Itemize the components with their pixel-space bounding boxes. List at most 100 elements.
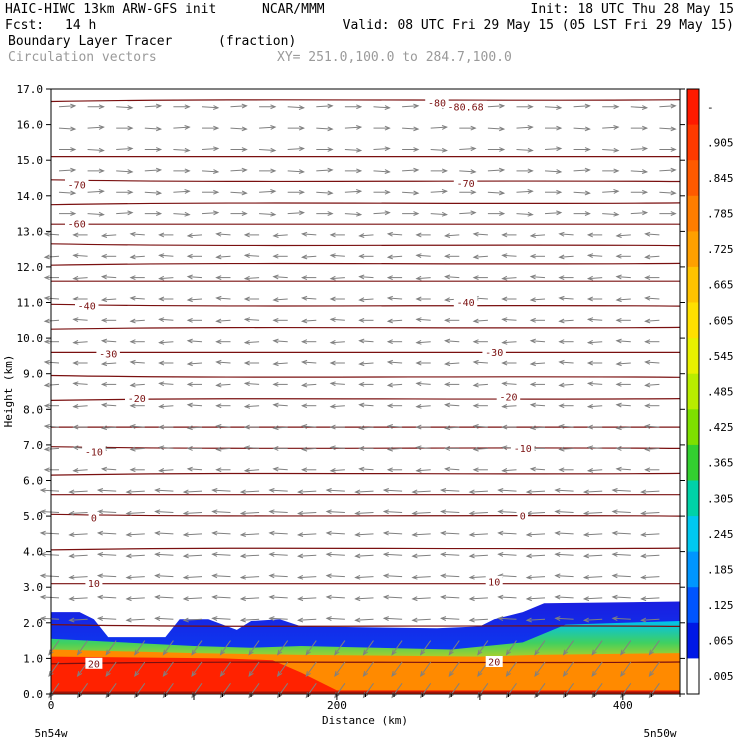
- vector-arrow: [239, 510, 260, 516]
- vector-shaft: [116, 106, 133, 109]
- vector-head: [184, 168, 191, 174]
- colorbar-swatch: [687, 551, 699, 588]
- colorbar-label: .605: [707, 314, 734, 327]
- vector-arrow: [134, 640, 146, 656]
- vector-arrow: [186, 274, 203, 280]
- vector-shaft: [641, 576, 660, 579]
- vector-head: [96, 530, 104, 536]
- vector-shaft: [612, 553, 631, 556]
- colorbar-swatch: [687, 480, 699, 517]
- vector-arrow: [100, 338, 117, 344]
- vector-shaft: [305, 661, 317, 677]
- y-tick-label: 1.0: [23, 652, 43, 665]
- vector-arrow: [144, 211, 163, 216]
- vector-shaft: [58, 169, 76, 172]
- vector-arrow: [497, 616, 517, 621]
- vector-arrow: [182, 532, 203, 537]
- vector-arrow: [96, 509, 117, 515]
- vector-shaft: [445, 276, 460, 279]
- vector-head: [497, 616, 504, 621]
- colorbar: -.905.845.785.725.665.605.545.485.425.36…: [686, 88, 734, 695]
- vector-arrow: [644, 424, 660, 429]
- vector-arrow: [268, 616, 288, 621]
- vector-arrow: [586, 317, 603, 323]
- vector-arrow: [440, 594, 460, 600]
- vector-shaft: [645, 447, 660, 450]
- vector-head: [213, 189, 220, 195]
- vector-head: [239, 553, 246, 559]
- vector-head: [501, 360, 508, 366]
- vector-arrow: [640, 553, 660, 559]
- vector-head: [300, 295, 308, 301]
- vector-head: [556, 189, 563, 195]
- vector-arrow: [116, 169, 134, 174]
- vector-shaft: [645, 425, 660, 428]
- vector-shaft: [384, 489, 403, 492]
- vector-head: [501, 404, 508, 409]
- vector-head: [243, 468, 251, 473]
- vector-arrow: [287, 105, 305, 110]
- vector-shaft: [248, 661, 260, 677]
- vector-shaft: [98, 532, 117, 535]
- vector-shaft: [469, 533, 488, 536]
- vector-shaft: [530, 234, 546, 237]
- vector-shaft: [373, 170, 390, 173]
- vector-head: [98, 147, 105, 153]
- vector-arrow: [573, 147, 591, 152]
- vector-arrow: [329, 275, 345, 281]
- vector-arrow: [411, 574, 431, 580]
- vector-head: [358, 425, 365, 431]
- vector-arrow: [611, 488, 631, 493]
- vector-arrow: [630, 210, 649, 216]
- vector-arrow: [272, 297, 288, 303]
- vector-shaft: [573, 191, 590, 194]
- vector-arrow: [586, 296, 603, 302]
- vector-head: [129, 467, 136, 473]
- vector-arrow: [87, 168, 105, 174]
- vector-shaft: [441, 511, 460, 513]
- fcst-label: Fcst:: [5, 18, 44, 33]
- vector-arrow: [186, 425, 203, 431]
- vector-arrow: [68, 574, 88, 580]
- vector-head: [556, 169, 563, 174]
- vector-shaft: [363, 661, 374, 677]
- vector-shaft: [412, 576, 431, 579]
- vector-shaft: [555, 511, 574, 513]
- vector-shaft: [412, 512, 431, 514]
- vector-shaft: [584, 490, 603, 493]
- vector-head: [444, 253, 451, 259]
- vector-arrow: [440, 530, 460, 536]
- colorbar-label: .545: [707, 350, 734, 363]
- vector-arrow: [68, 510, 88, 516]
- vector-arrow: [325, 509, 345, 515]
- vector-head: [444, 338, 451, 344]
- vector-shaft: [201, 148, 219, 150]
- contour-labels: -80.68-80-70 -70-60-40 -40-30 -30-20 -20-10-…: [65, 97, 535, 670]
- vector-shaft: [273, 404, 288, 407]
- vector-head: [386, 359, 393, 365]
- vector-shaft: [616, 468, 631, 471]
- vector-arrow: [644, 295, 660, 301]
- vector-arrow: [640, 532, 660, 537]
- vector-shaft: [102, 340, 117, 343]
- vector-arrow: [554, 509, 574, 515]
- vector-arrow: [529, 297, 546, 303]
- contour-label-bg: [485, 575, 503, 587]
- contour-label-bg: [85, 657, 103, 669]
- vector-arrow: [191, 661, 203, 678]
- vector-shaft: [526, 576, 546, 579]
- vector-head: [268, 488, 275, 493]
- vector-head: [191, 671, 197, 678]
- vector-head: [439, 488, 447, 493]
- vector-shaft: [416, 341, 431, 344]
- vector-head: [613, 168, 620, 174]
- vector-head: [43, 254, 50, 260]
- vector-arrow: [415, 381, 431, 387]
- vector-shaft: [441, 596, 460, 599]
- vector-shaft: [344, 149, 361, 151]
- vector-arrow: [354, 510, 374, 516]
- vector-shaft: [359, 234, 374, 237]
- vector-head: [586, 296, 593, 302]
- vector-head: [296, 574, 304, 580]
